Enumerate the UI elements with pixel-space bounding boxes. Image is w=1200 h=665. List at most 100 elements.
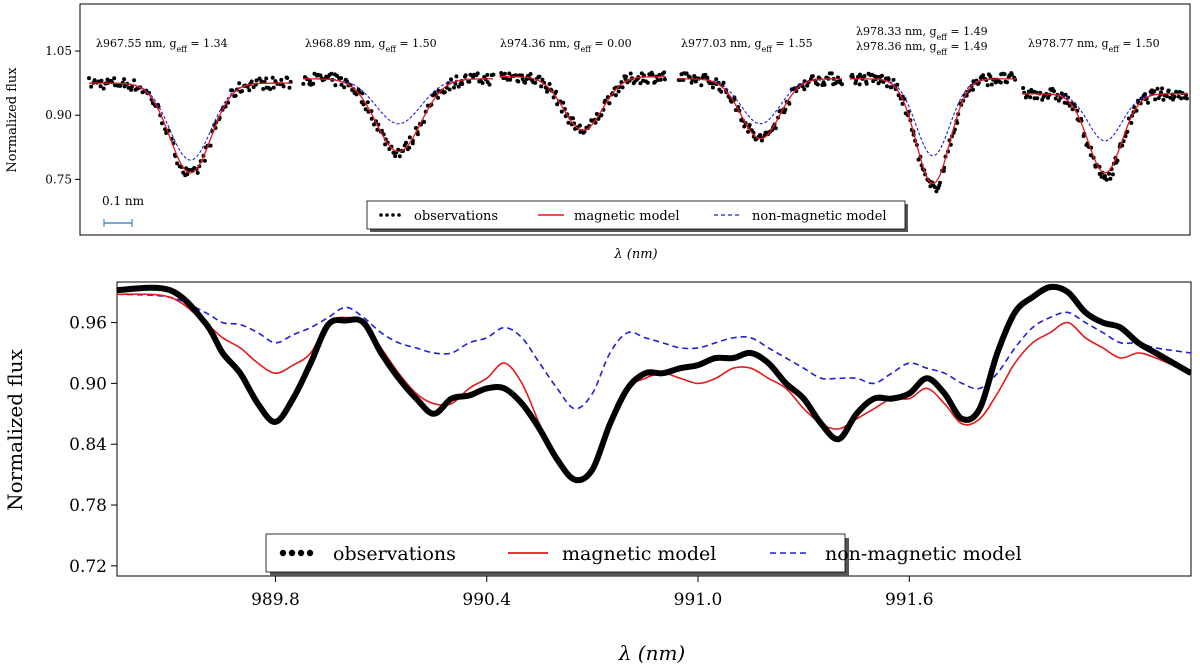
line-annotation: λ978.77 nm, geff = 1.50 [1028, 37, 1160, 54]
observation-point [285, 76, 290, 80]
observation-point [329, 71, 334, 76]
observation-point [339, 76, 344, 81]
observation-point [442, 90, 447, 95]
observation-point [934, 189, 939, 194]
observation-point [658, 77, 663, 82]
top-y-ticks: 0.75 0.90 1.05 [45, 44, 80, 186]
observation-point [822, 82, 827, 87]
line-annotation-wavelength: λ974.36 nm, g [500, 37, 581, 50]
observation-point [721, 80, 726, 85]
bottom-legend: observations magnetic model non-magnetic… [265, 533, 1022, 576]
observation-point [857, 82, 862, 87]
observation-point [186, 167, 191, 172]
bottom-y-tick-label: 0.84 [69, 435, 107, 455]
observation-point [710, 85, 715, 90]
bottom-y-tick-label: 0.72 [69, 557, 107, 577]
observation-point [485, 72, 490, 77]
observation-point [160, 121, 164, 126]
top-legend-magnetic-label: magnetic model [574, 209, 680, 224]
observation-point [452, 85, 456, 90]
observation-point [499, 71, 504, 75]
observation-point [802, 87, 807, 92]
observation-point [955, 121, 960, 125]
observation-point [287, 85, 292, 90]
observation-point [624, 74, 629, 79]
observation-point [247, 88, 252, 93]
line-segment [87, 75, 293, 178]
observation-point [1132, 105, 1137, 110]
observation-point [279, 77, 284, 82]
observation-point [369, 116, 374, 121]
observation-point [998, 80, 1003, 85]
observation-point [787, 101, 792, 106]
line-annotation-wavelength: λ967.55 nm, g [96, 37, 177, 50]
observation-point [719, 89, 724, 94]
line-segment [301, 71, 496, 159]
line-annotation-subscript: eff [937, 48, 949, 57]
observation-point [1161, 97, 1166, 102]
observation-point [99, 78, 104, 83]
observation-point [422, 120, 427, 124]
bottom-y-tick-label: 0.78 [69, 496, 107, 516]
non-magnetic-model-curve [303, 78, 493, 125]
observation-point [594, 112, 599, 116]
bottom-axis-ticks: 989.8 990.4 991.0 991.6 0.72 0.78 0.84 0.90 0.96 [69, 314, 933, 610]
observation-point [559, 109, 564, 114]
observation-point [566, 120, 571, 125]
observation-point [185, 172, 190, 177]
top-panel: 0.750.901.05 λ967.55 nm, geff = 1.34 λ968… [5, 3, 1191, 262]
top-curves [87, 70, 1189, 194]
observation-point [1155, 86, 1160, 91]
observation-point [1046, 95, 1050, 100]
observation-point [396, 147, 401, 152]
observation-point [684, 71, 689, 76]
observation-point [98, 84, 103, 89]
line-annotation-subscript: eff [581, 45, 593, 54]
observation-point [391, 150, 396, 155]
observation-point [208, 143, 213, 148]
observation-point [805, 83, 810, 88]
observation-point [1110, 172, 1115, 177]
observation-point [1108, 176, 1113, 181]
line-annotation-geff: = 1.50 [1119, 37, 1160, 50]
line-annotation-geff: = 1.49 [947, 25, 988, 38]
observation-point [1063, 92, 1068, 97]
scale-bar: 0.1 nm [102, 194, 145, 227]
observation-point [480, 81, 485, 85]
magnetic-model-curve [303, 78, 493, 153]
observation-point [689, 80, 694, 85]
observation-point [129, 87, 134, 92]
bottom-legend-observations-marker [279, 549, 314, 557]
line-annotation-wavelength: λ968.89 nm, g [305, 37, 386, 50]
observation-point [645, 80, 650, 85]
non-magnetic-model-curve [850, 78, 1016, 157]
observation-point [971, 87, 975, 92]
observation-point [264, 76, 269, 81]
observation-point [1153, 97, 1158, 102]
line-segment [676, 71, 844, 143]
bottom-y-tick-label: 0.96 [69, 314, 107, 334]
observation-point [268, 87, 273, 92]
observation-point [815, 82, 820, 87]
observation-point [655, 78, 660, 83]
observation-point [932, 185, 937, 189]
observation-point [237, 81, 242, 86]
observation-point [1184, 96, 1189, 101]
observation-point [857, 72, 862, 77]
observation-point [507, 71, 512, 76]
magnetic-model-curve [1022, 93, 1188, 174]
observation-point [981, 73, 985, 78]
observation-point [508, 77, 513, 82]
bottom-plot-frame [116, 281, 1192, 577]
observation-point [454, 74, 459, 79]
observation-point [1166, 88, 1171, 93]
observation-point [436, 95, 440, 100]
observation-point [308, 79, 312, 84]
top-plot-frame [79, 3, 1191, 236]
observation-point [571, 116, 575, 121]
bottom-x-tick-label: 990.4 [462, 590, 511, 610]
observation-point [311, 81, 316, 86]
line-annotation-wavelength: λ978.33 nm, g [856, 25, 937, 38]
observation-point [875, 74, 880, 79]
